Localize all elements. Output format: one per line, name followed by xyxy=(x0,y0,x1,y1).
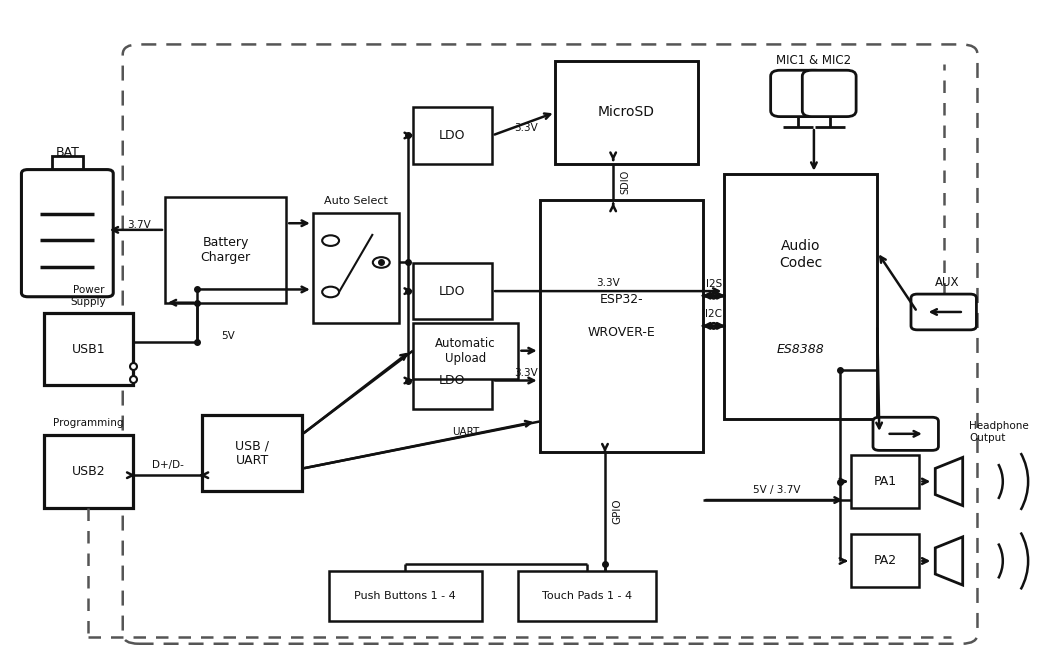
Text: LDO: LDO xyxy=(439,285,466,298)
Text: UART: UART xyxy=(452,426,479,436)
Bar xyxy=(725,174,877,418)
Text: Touch Pads 1 - 4: Touch Pads 1 - 4 xyxy=(542,591,632,600)
FancyBboxPatch shape xyxy=(873,417,938,450)
Bar xyxy=(165,197,287,303)
Bar xyxy=(851,535,919,587)
Text: USB2: USB2 xyxy=(72,465,105,478)
Text: Push Buttons 1 - 4: Push Buttons 1 - 4 xyxy=(354,591,456,600)
Text: ESP32-: ESP32- xyxy=(600,293,643,306)
Text: I2C: I2C xyxy=(706,309,723,319)
Text: Automatic
Upload: Automatic Upload xyxy=(436,336,496,364)
Circle shape xyxy=(323,235,339,246)
Text: Headphone
Output: Headphone Output xyxy=(969,421,1028,443)
FancyBboxPatch shape xyxy=(21,170,113,297)
Text: ES8388: ES8388 xyxy=(777,344,824,356)
Circle shape xyxy=(372,257,389,268)
Text: PA1: PA1 xyxy=(874,475,897,488)
Bar xyxy=(202,415,303,491)
Text: D+/D-: D+/D- xyxy=(151,460,183,470)
Text: Battery
Charger: Battery Charger xyxy=(201,235,251,264)
Text: I2S: I2S xyxy=(706,279,722,289)
Text: Audio
Codec: Audio Codec xyxy=(779,239,822,269)
Polygon shape xyxy=(935,458,963,505)
Bar xyxy=(413,263,492,319)
Bar xyxy=(413,323,518,379)
Text: WROVER-E: WROVER-E xyxy=(587,326,655,339)
Bar xyxy=(518,571,656,620)
Text: 3.3V: 3.3V xyxy=(514,122,537,132)
Bar xyxy=(313,213,399,323)
Text: 5V / 3.7V: 5V / 3.7V xyxy=(753,485,801,495)
Bar xyxy=(555,61,698,164)
Bar xyxy=(43,435,133,508)
Bar xyxy=(52,156,84,170)
Polygon shape xyxy=(935,537,963,585)
Bar xyxy=(328,571,481,620)
Text: LDO: LDO xyxy=(439,129,466,142)
Text: MIC1 & MIC2: MIC1 & MIC2 xyxy=(777,55,852,67)
FancyBboxPatch shape xyxy=(911,294,977,330)
Text: 3.7V: 3.7V xyxy=(127,220,150,230)
Text: MicroSD: MicroSD xyxy=(598,105,655,119)
Bar xyxy=(851,455,919,508)
Text: Power
Supply: Power Supply xyxy=(71,285,106,307)
Text: AUX: AUX xyxy=(934,277,960,289)
Bar xyxy=(413,107,492,164)
Text: Auto Select: Auto Select xyxy=(324,196,388,206)
Text: USB /
UART: USB / UART xyxy=(235,440,269,467)
Text: Programming: Programming xyxy=(53,418,124,428)
Bar xyxy=(540,200,704,452)
Text: 3.3V: 3.3V xyxy=(514,368,537,378)
Circle shape xyxy=(323,287,339,297)
Bar xyxy=(413,352,492,409)
Text: USB1: USB1 xyxy=(72,342,105,356)
Text: PA2: PA2 xyxy=(874,555,897,567)
FancyBboxPatch shape xyxy=(770,70,824,116)
Text: 3.3V: 3.3V xyxy=(597,278,620,288)
Text: BAT: BAT xyxy=(55,146,79,159)
FancyBboxPatch shape xyxy=(802,70,856,116)
Text: SDIO: SDIO xyxy=(621,170,631,194)
Bar xyxy=(43,313,133,386)
Text: LDO: LDO xyxy=(439,374,466,387)
Text: 5V: 5V xyxy=(221,331,235,340)
Text: GPIO: GPIO xyxy=(613,499,623,524)
